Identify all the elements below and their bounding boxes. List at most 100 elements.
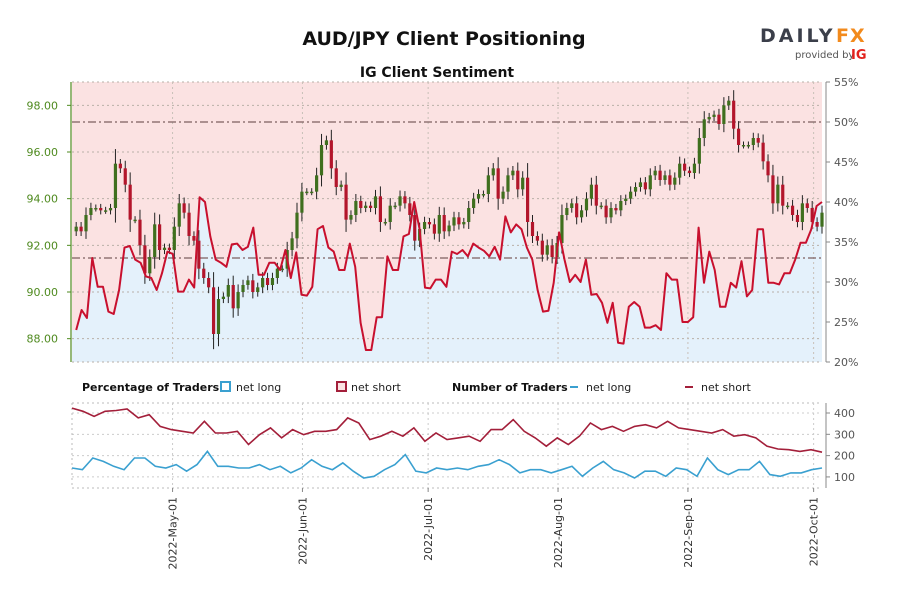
candle-body — [702, 119, 706, 138]
candle — [633, 182, 638, 197]
candle-body — [207, 278, 211, 288]
candle — [476, 189, 481, 204]
candle-body — [815, 222, 819, 227]
candle — [609, 202, 613, 224]
count-tick-label: 400 — [834, 407, 855, 420]
candle — [771, 164, 775, 214]
candle — [584, 192, 589, 217]
candle-body — [457, 217, 461, 225]
candle-body — [820, 212, 824, 227]
candle-body — [609, 208, 613, 218]
candle-body — [246, 280, 250, 285]
candle-body — [712, 114, 716, 117]
candle-body — [653, 170, 657, 176]
candle-body — [138, 219, 142, 246]
candle — [329, 129, 333, 179]
chart-subtitle: IG Client Sentiment — [360, 65, 515, 81]
candle — [732, 90, 736, 140]
candle — [727, 96, 731, 110]
candle — [349, 210, 353, 225]
candle — [211, 272, 216, 350]
candle-body — [795, 215, 800, 222]
candle-body — [805, 203, 809, 208]
candle — [427, 217, 432, 229]
candle-body — [295, 212, 299, 239]
candle-body — [771, 175, 775, 204]
candle-body — [388, 205, 392, 222]
candle — [207, 272, 211, 294]
candle — [692, 157, 697, 179]
candle — [624, 194, 628, 206]
candle — [432, 218, 436, 240]
candle — [408, 196, 412, 222]
candle-body — [599, 205, 603, 208]
candle-body — [594, 184, 598, 206]
candle-body — [403, 196, 407, 204]
candle-body — [118, 163, 122, 169]
candle-body — [633, 187, 638, 192]
candle — [683, 158, 687, 176]
legend-num-short: net short — [701, 381, 752, 394]
candle-body — [432, 224, 436, 234]
candle — [452, 211, 456, 232]
candle — [746, 141, 751, 149]
candle-body — [153, 224, 157, 257]
candle — [467, 201, 471, 229]
candle-body — [216, 299, 221, 334]
candle-body — [315, 175, 319, 192]
logo-provider: IG — [851, 48, 867, 63]
net-long-area — [72, 197, 822, 362]
candle — [736, 121, 741, 153]
candle-body — [368, 205, 373, 208]
candle-body — [290, 238, 294, 250]
candle-body — [579, 210, 584, 218]
candle-body — [422, 222, 427, 229]
candle — [280, 265, 284, 273]
candle-body — [761, 142, 765, 162]
candle — [216, 286, 221, 347]
candle-body — [334, 168, 338, 187]
legend: Percentage of Traders net long net short… — [82, 381, 752, 394]
candle-body — [192, 236, 196, 241]
candle — [251, 273, 255, 299]
candle — [422, 216, 427, 235]
price-tick-label: 88.00 — [27, 333, 59, 346]
candle-body — [786, 205, 790, 208]
candle — [663, 170, 667, 185]
candle-body — [339, 184, 343, 187]
candle — [589, 177, 593, 206]
x-tick-label: 2022-May-01 — [167, 497, 180, 569]
candle-body — [629, 191, 633, 199]
count-tick-label: 200 — [834, 450, 855, 463]
candle-body — [481, 194, 486, 196]
candle-body — [79, 226, 83, 232]
candle — [535, 231, 540, 246]
count-tick-label: 300 — [834, 428, 855, 441]
candle-body — [408, 203, 412, 215]
candle — [290, 231, 294, 257]
candle-body — [236, 292, 240, 309]
candle — [678, 156, 682, 185]
x-tick-label: 2022-Jul-01 — [422, 497, 435, 561]
candle — [457, 212, 461, 230]
candle-body — [197, 240, 201, 269]
candle — [118, 159, 122, 173]
candle — [182, 197, 186, 219]
candle — [629, 186, 633, 204]
candle — [594, 175, 598, 215]
count-tick-label: 100 — [834, 471, 855, 484]
candle-body — [506, 175, 510, 192]
candle-body — [491, 168, 495, 176]
candle-body — [604, 205, 608, 218]
candle — [84, 207, 88, 239]
candle — [393, 202, 397, 210]
candle — [643, 177, 647, 195]
legend-pct-long: net long — [236, 381, 281, 394]
candle — [540, 233, 544, 262]
candle — [516, 162, 520, 198]
candle — [172, 217, 176, 260]
candle — [339, 180, 343, 192]
logo-brand-fx: FX — [836, 25, 866, 47]
candle-body — [226, 285, 230, 297]
candle — [202, 262, 206, 284]
